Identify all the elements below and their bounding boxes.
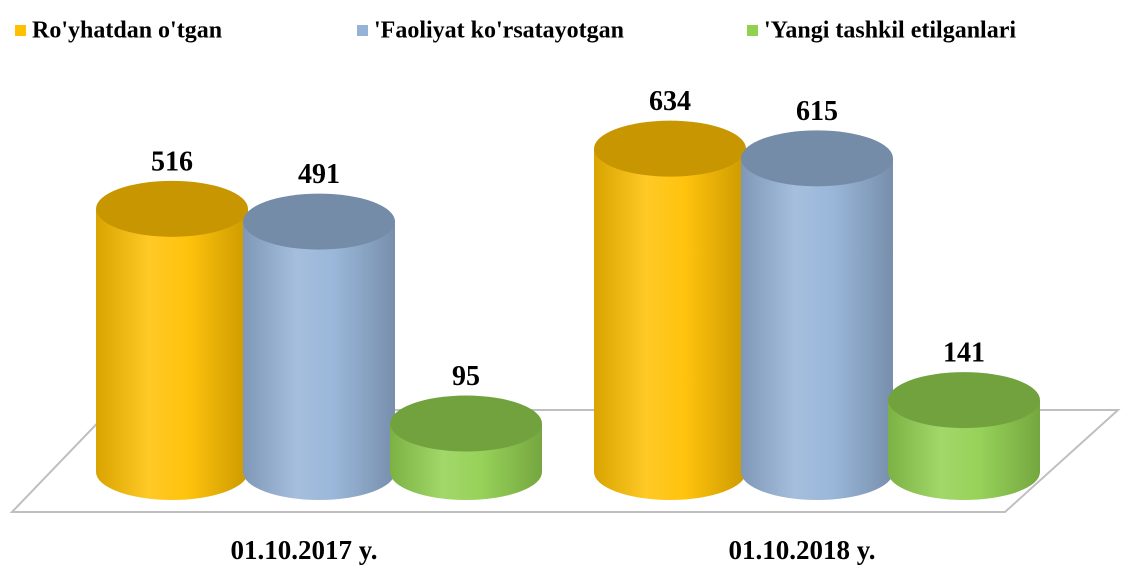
value-label: 615 xyxy=(796,96,838,127)
value-label: 141 xyxy=(943,338,985,369)
cylinder-top xyxy=(96,180,248,237)
value-label: 516 xyxy=(151,146,193,177)
legend-swatch xyxy=(357,25,368,36)
cylinder xyxy=(243,221,395,500)
cylinder-top xyxy=(390,395,542,452)
cylinder xyxy=(594,148,746,500)
value-label: 634 xyxy=(649,86,691,117)
legend-text: Ro'yhatdan o'tgan xyxy=(32,18,222,44)
cylinder-top xyxy=(594,120,746,177)
x-tick-label: 01.10.2017 y. xyxy=(230,535,377,565)
cylinder-top xyxy=(741,130,893,187)
value-label: 95 xyxy=(452,361,480,392)
cylinder-top xyxy=(888,372,1040,429)
x-tick-label: 01.10.2018 y. xyxy=(728,535,875,565)
legend-text: 'Yangi tashkil etilganlari xyxy=(764,18,1016,44)
legend-text: 'Faoliyat ko'rsatayotgan xyxy=(374,18,624,44)
cylinder xyxy=(96,208,248,500)
legend-swatch xyxy=(747,25,758,36)
cylinder xyxy=(888,400,1040,500)
cylinder xyxy=(741,158,893,500)
legend-swatch xyxy=(15,25,26,36)
value-label: 491 xyxy=(298,159,340,190)
cylinder-top xyxy=(243,193,395,250)
